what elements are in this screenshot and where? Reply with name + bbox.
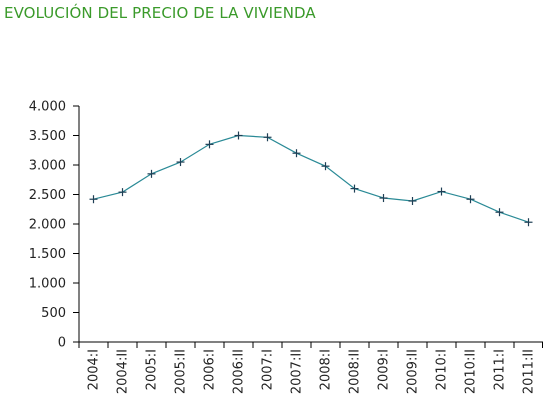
data-point bbox=[408, 196, 417, 205]
data-point bbox=[118, 188, 127, 197]
x-tick-label: 2010:I bbox=[435, 349, 450, 390]
data-point bbox=[263, 133, 272, 142]
x-tick-label: 2010:II bbox=[464, 349, 479, 394]
x-axis: 2004:I 2004:II 2005:I 2005:II 2006:I 2006:II 2… bbox=[78, 341, 543, 394]
data-point bbox=[234, 131, 243, 140]
series bbox=[89, 131, 533, 227]
x-tick-label: 2011:II bbox=[522, 349, 537, 394]
data-point bbox=[437, 187, 446, 196]
y-tick-label: 0 bbox=[58, 336, 66, 351]
x-tick-label: 2007:I bbox=[261, 349, 276, 390]
data-point bbox=[89, 195, 98, 204]
data-point bbox=[379, 194, 388, 203]
x-tick-label: 2006:II bbox=[232, 349, 247, 394]
x-tick-label: 2005:I bbox=[145, 349, 160, 390]
chart-title: EVOLUCIÓN DEL PRECIO DE LA VIVIENDA bbox=[4, 4, 316, 22]
y-tick-label: 500 bbox=[41, 306, 66, 321]
y-axis: 0 500 1.000 1.500 2.000 2.500 3.000 3.500 4.000 bbox=[29, 100, 80, 351]
y-tick-label: 2.000 bbox=[29, 218, 66, 233]
y-tick-label: 4.000 bbox=[29, 100, 66, 115]
x-tick-label: 2004:I bbox=[87, 349, 102, 390]
y-tick-label: 1.500 bbox=[29, 247, 66, 262]
y-tick-label: 1.000 bbox=[29, 277, 66, 292]
x-tick-label: 2009:I bbox=[377, 349, 392, 390]
data-point bbox=[176, 158, 185, 167]
x-tick-label: 2008:II bbox=[348, 349, 363, 394]
x-tick-label: 2009:II bbox=[406, 349, 421, 394]
y-tick-label: 3.000 bbox=[29, 159, 66, 174]
x-tick-label: 2006:I bbox=[203, 349, 218, 390]
data-point bbox=[205, 140, 214, 149]
data-point bbox=[292, 149, 301, 158]
data-point bbox=[495, 208, 504, 217]
data-point bbox=[321, 162, 330, 171]
x-tick-label: 2008:I bbox=[319, 349, 334, 390]
data-point bbox=[524, 218, 533, 227]
y-tick-label: 2.500 bbox=[29, 188, 66, 203]
data-point bbox=[466, 195, 475, 204]
x-tick-label: 2007:II bbox=[290, 349, 305, 394]
data-point bbox=[350, 184, 359, 193]
x-tick-label: 2011:I bbox=[493, 349, 508, 390]
series-line bbox=[93, 134, 529, 223]
x-tick-label: 2004:II bbox=[116, 349, 131, 394]
data-point bbox=[147, 169, 156, 178]
y-tick-label: 3.500 bbox=[29, 129, 66, 144]
x-tick-label: 2005:II bbox=[174, 349, 189, 394]
